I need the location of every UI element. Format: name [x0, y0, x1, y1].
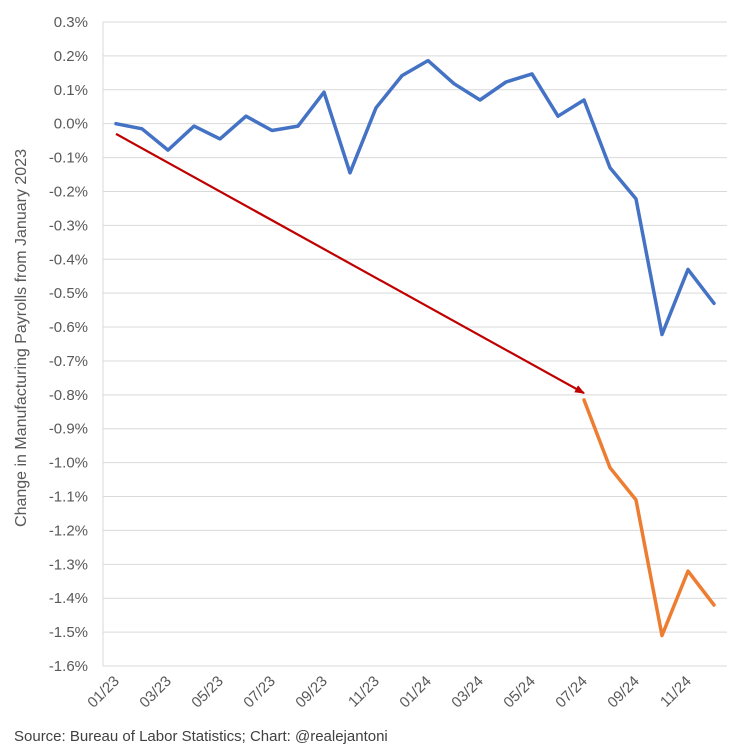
- source-note: Source: Bureau of Labor Statistics; Char…: [14, 728, 388, 745]
- x-tick-label: 03/23: [136, 673, 175, 712]
- y-tick-label: -0.7%: [49, 353, 88, 370]
- grid: [102, 21, 727, 667]
- x-tick-label: 07/23: [240, 673, 279, 712]
- x-tick-label: 05/23: [188, 673, 227, 712]
- x-tick-label: 07/24: [552, 673, 591, 712]
- x-tick-label: 01/23: [84, 673, 123, 712]
- y-tick-label: -0.4%: [49, 251, 88, 268]
- y-tick-label: 0.0%: [54, 116, 88, 133]
- series-line-1: [114, 58, 716, 337]
- y-tick-label: -1.0%: [49, 455, 88, 472]
- y-tick-label: -1.1%: [49, 489, 88, 506]
- annotations: [115, 132, 585, 395]
- trend-arrow: [115, 132, 585, 395]
- y-tick-label: -0.9%: [49, 421, 88, 438]
- y-tick-label: -0.5%: [49, 285, 88, 302]
- y-tick-label: -1.6%: [49, 658, 88, 675]
- y-tick-label: -1.2%: [49, 522, 88, 539]
- x-tick-label: 03/24: [448, 673, 487, 712]
- y-tick-label: 0.2%: [54, 48, 88, 65]
- y-tick-label: -1.3%: [49, 556, 88, 573]
- y-tick-label: -1.5%: [49, 624, 88, 641]
- series-lines: [114, 58, 716, 638]
- y-tick-label: 0.3%: [54, 14, 88, 31]
- y-tick-label: -1.4%: [49, 590, 88, 607]
- x-tick-label: 09/23: [292, 673, 331, 712]
- y-tick-label: -0.6%: [49, 319, 88, 336]
- x-tick-label: 11/23: [345, 673, 383, 711]
- x-tick-label: 01/24: [396, 673, 435, 712]
- x-tick-label: 11/24: [657, 673, 695, 711]
- y-tick-label: -0.8%: [49, 387, 88, 404]
- x-axis-tick-labels: 01/23 03/23 05/23 07/23 09/23 11/23 01/24 03/24…: [84, 673, 695, 712]
- y-tick-label: 0.1%: [54, 82, 88, 99]
- y-tick-label: -0.1%: [49, 150, 88, 167]
- series-line-2: [582, 398, 716, 638]
- y-tick-label: -0.2%: [49, 183, 88, 200]
- y-tick-label: -0.3%: [49, 217, 88, 234]
- y-axis-label: Change in Manufacturing Payrolls from Ja…: [13, 149, 30, 527]
- x-tick-label: 09/24: [604, 673, 643, 712]
- y-axis-tick-labels: 0.3% 0.2% 0.1% 0.0% -0.1% -0.2% -0.3% -0.4% -0.5…: [49, 14, 88, 675]
- x-tick-label: 05/24: [500, 673, 539, 712]
